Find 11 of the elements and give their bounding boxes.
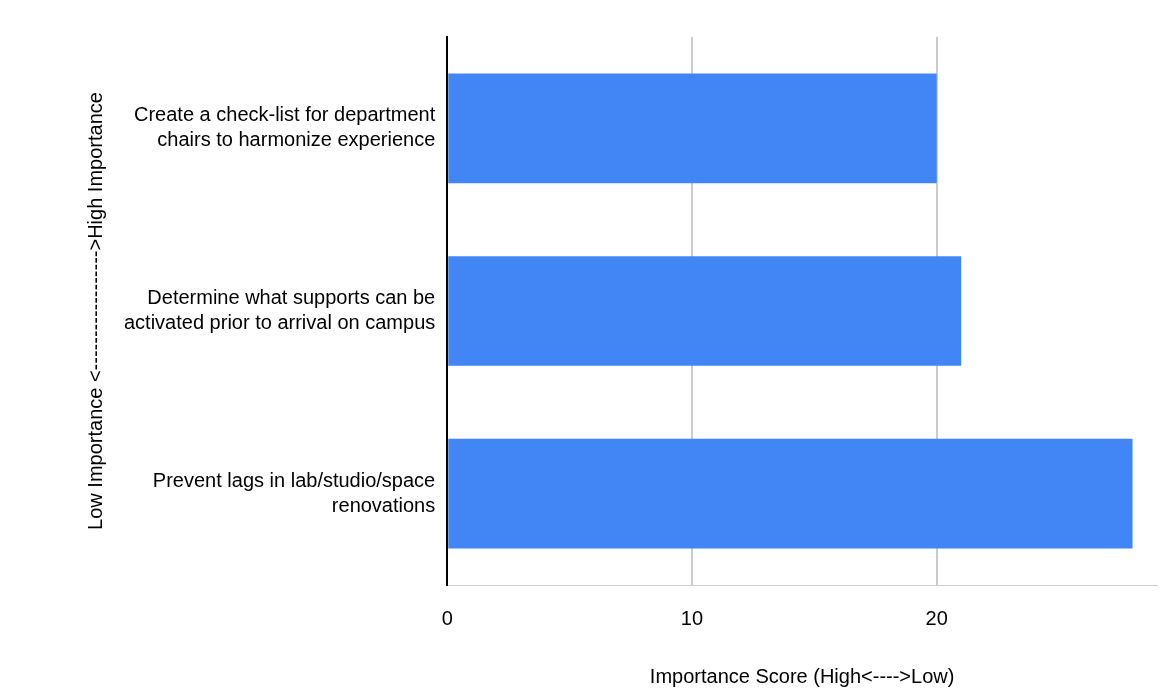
bar <box>448 438 1133 549</box>
y-tick-label: Create a check-list for department chairs to harmonize experience <box>134 103 436 151</box>
x-tick-label: 20 <box>925 606 948 629</box>
x-tick-label: 0 <box>441 606 453 629</box>
y-axis-title: Low Importance <------------------>High Importance <box>83 92 106 530</box>
y-tick-label: Determine what supports can be activated prior to arrival on campus <box>124 286 436 334</box>
bar <box>448 256 962 366</box>
bar <box>448 73 937 184</box>
x-tick-label: 10 <box>680 606 704 629</box>
x-axis-title: Importance Score (High<---->Low) <box>649 664 955 687</box>
y-tick-label: Prevent lags in lab/studio/space renovations <box>152 468 436 516</box>
